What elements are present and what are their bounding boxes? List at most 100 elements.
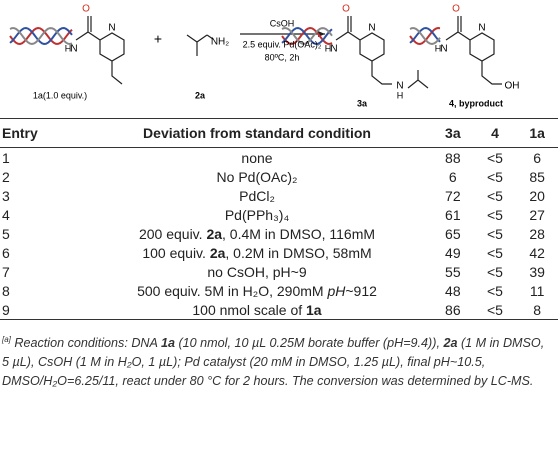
dna-helix bbox=[409, 27, 441, 46]
table-cell: 8 bbox=[2, 282, 10, 299]
table-cell: 3 bbox=[2, 187, 10, 204]
table-cell: 2 bbox=[2, 168, 10, 185]
text-segment: (10 nmol, 10 µL 0.25M borate buffer (pH=… bbox=[174, 336, 444, 351]
table-cell: none bbox=[82, 148, 432, 168]
atom-label: N bbox=[440, 44, 447, 55]
text-segment: no CsOH, pH~9 bbox=[207, 263, 307, 280]
text-segment: PdCl₂ bbox=[239, 187, 275, 204]
table-cell: 6 bbox=[533, 149, 542, 166]
table-cell: <5 bbox=[487, 206, 503, 223]
text-segment: 1a bbox=[160, 336, 175, 351]
table-cell: 100 equiv. 2a, 0.2M in DMSO, 58mM bbox=[82, 243, 432, 262]
table-row: 4 Pd(PPh₃)₄ 61 <5 27 bbox=[0, 205, 558, 224]
atom-label: N bbox=[396, 81, 403, 92]
dna-helix bbox=[409, 26, 441, 44]
table-cell: PdCl₂ bbox=[82, 186, 432, 205]
text-segment: ~912 bbox=[345, 282, 377, 299]
table-cell: 7 bbox=[2, 263, 10, 280]
column-header: Deviation from standard condition bbox=[143, 125, 371, 141]
atom-label: N bbox=[368, 23, 375, 34]
dna-helix bbox=[281, 27, 333, 46]
compound-label: 3a bbox=[357, 98, 368, 108]
table-cell: 72 bbox=[445, 187, 461, 204]
table-row: 7 no CsOH, pH~9 55 <5 39 bbox=[0, 262, 558, 281]
text-segment: 2a bbox=[209, 244, 226, 261]
atom-label: N bbox=[478, 23, 485, 34]
text-segment: pH bbox=[327, 282, 346, 299]
table-cell: 4 bbox=[2, 206, 10, 223]
compound-label: 4, byproduct bbox=[449, 98, 503, 108]
column-header: 3a bbox=[445, 125, 461, 141]
atom-label: H bbox=[65, 43, 72, 53]
table-cell: 6 bbox=[2, 244, 10, 261]
table-cell: 9 bbox=[2, 301, 10, 318]
table-cell: <5 bbox=[487, 244, 503, 261]
dna-helix bbox=[9, 26, 73, 46]
table-cell: <5 bbox=[487, 187, 503, 204]
atom-label: O bbox=[342, 4, 350, 15]
atom-label: OH bbox=[505, 81, 520, 92]
footnote: [a] Reaction conditions: DNA 1a (10 nmol… bbox=[2, 330, 552, 391]
dna-helix bbox=[281, 26, 333, 46]
text-segment: No Pd(OAc)₂ bbox=[216, 168, 298, 185]
table-cell: 65 bbox=[445, 225, 461, 242]
text-segment: 500 equiv. 5M in H₂O, 290mM bbox=[137, 282, 328, 299]
table-cell: <5 bbox=[487, 301, 503, 318]
text-segment: 2a bbox=[443, 336, 458, 351]
text-segment: [a] bbox=[2, 335, 11, 344]
text-segment: Pd(PPh₃)₄ bbox=[224, 206, 290, 223]
text-segment: (1 M in DMSO, 5 µL), CsOH (1 M in H₂O, 1… bbox=[2, 336, 545, 389]
table-row: 5 200 equiv. 2a, 0.4M in DMSO, 116mM 65 <5 2… bbox=[0, 224, 558, 243]
text-segment: 2a bbox=[206, 225, 223, 242]
text-segment: 1a bbox=[306, 301, 322, 318]
column-header: Entry bbox=[2, 125, 38, 141]
atom-label: N bbox=[108, 23, 115, 34]
table-cell: 100 nmol scale of 1a bbox=[82, 300, 432, 320]
text-segment: , 0.4M in DMSO, 116mM bbox=[222, 225, 376, 242]
table-cell: 11 bbox=[529, 282, 545, 299]
results-table: Entry Deviation from standard condition 3a… bbox=[0, 118, 558, 320]
table-cell: 1 bbox=[2, 149, 10, 166]
table-cell: <5 bbox=[487, 149, 503, 166]
dna-helix bbox=[9, 27, 73, 46]
table-cell: 49 bbox=[445, 244, 461, 261]
compound-label: 1a(1.0 equiv.) bbox=[33, 90, 87, 100]
table-row: 9 100 nmol scale of 1a 86 <5 8 bbox=[0, 300, 558, 320]
atom-label: N bbox=[330, 44, 337, 55]
atom-label: H bbox=[325, 43, 332, 53]
table-row: 8 500 equiv. 5M in H₂O, 290mM pH~912 48 <5 1… bbox=[0, 281, 558, 300]
table-cell: 85 bbox=[529, 168, 545, 185]
text-segment: 100 equiv. bbox=[142, 244, 210, 261]
compound-label: 2a bbox=[195, 90, 206, 100]
table-cell: 86 bbox=[445, 301, 461, 318]
table-cell: Pd(PPh₃)₄ bbox=[82, 205, 432, 224]
reaction-scheme: O N H N NH₂ O N H N N H O N H N OH 1a(1.… bbox=[9, 4, 520, 108]
table-cell: 27 bbox=[529, 206, 545, 223]
table-cell: 28 bbox=[529, 225, 545, 242]
table-cell: 20 bbox=[529, 187, 545, 204]
reagent-label: CsOH bbox=[270, 18, 295, 28]
table-row: 1 none 88 <5 6 bbox=[0, 148, 558, 168]
atom-label: NH₂ bbox=[211, 37, 229, 48]
table-cell: <5 bbox=[487, 225, 503, 242]
table-cell: <5 bbox=[487, 263, 503, 280]
table-cell: 42 bbox=[529, 244, 545, 261]
table-cell: 39 bbox=[529, 263, 545, 280]
bonds bbox=[75, 16, 502, 89]
table-cell: No Pd(OAc)₂ bbox=[82, 167, 432, 186]
atom-label: H bbox=[397, 90, 404, 100]
header-row: Entry Deviation from standard condition 3a… bbox=[0, 118, 558, 148]
dna-helix bbox=[281, 26, 333, 46]
table-cell: 8 bbox=[533, 301, 542, 318]
condition-label: 80ºC, 2h bbox=[265, 52, 300, 62]
table-row: 2 No Pd(OAc)₂ 6 <5 85 bbox=[0, 167, 558, 186]
table-cell: 48 bbox=[445, 282, 461, 299]
table-cell: 55 bbox=[445, 263, 461, 280]
condition-label: 2.5 equiv. Pd(OAc)₂ bbox=[243, 39, 322, 49]
table-cell: 88 bbox=[445, 149, 461, 166]
table-row: 6 100 equiv. 2a, 0.2M in DMSO, 58mM 49 <5 42 bbox=[0, 243, 558, 262]
plus-sign: + bbox=[154, 31, 162, 47]
table-cell: 200 equiv. 2a, 0.4M in DMSO, 116mM bbox=[82, 224, 432, 243]
table-cell: 61 bbox=[445, 206, 461, 223]
text-segment: none bbox=[241, 149, 273, 166]
